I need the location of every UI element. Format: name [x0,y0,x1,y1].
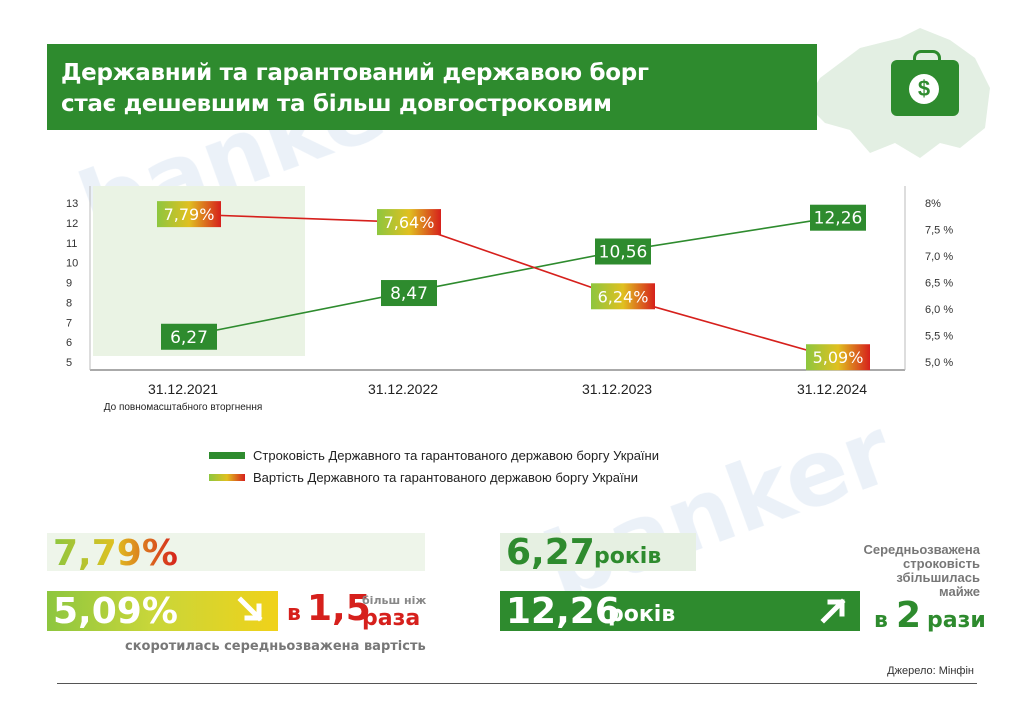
legend-item-cost: Вартість Державного та гарантованого дер… [209,468,638,486]
y-right-tick-label: 6,0 % [925,304,953,316]
legend-label-term: Строковість Державного та гарантованого … [253,447,659,463]
term-note-line-2: строковість [903,556,980,571]
term-after-value: 12,26 [506,591,620,632]
y-left-tick-label: 5 [66,357,72,369]
data-label-term: 12,26 [814,209,863,229]
term-before-value: 6,27 [506,532,595,573]
cost-before-bg [47,533,425,571]
title-line-1: Державний та гарантований державою борг [61,60,649,86]
arrow-down-right-icon [234,593,270,629]
y-left-tick-label: 9 [66,278,72,290]
legend-item-term: Строковість Державного та гарантованого … [209,446,659,464]
data-label-cost: 6,24% [598,287,649,306]
data-label-bg-cost [157,201,221,228]
data-label-bg-term [381,280,437,307]
x-tick-label: 31.12.2022 [368,381,438,397]
data-label-bg-cost [377,209,441,236]
y-right-tick-label: 8% [925,198,941,210]
arrow-up-right-icon [815,593,851,629]
y-right-tick-label: 5,0 % [925,357,953,369]
data-label-cost: 7,79% [164,205,215,224]
y-right-tick-label: 5,5 % [925,331,953,343]
y-left-tick-label: 7 [66,317,72,329]
y-right-tick-label: 6,5 % [925,278,953,290]
legend-swatch-cost [209,473,245,481]
data-label-bg-term [595,238,651,265]
x-tick-label: 31.12.2023 [582,381,652,397]
term-after-unit: років [608,602,676,627]
line-chart: 5 6 7 8 9 10 11 12 13 5,0 % 5,5 % 6,0 % 6,5 % 7,0 % 7,… [66,186,953,413]
data-label-cost: 7,64% [384,213,435,232]
bag-handle [913,50,941,65]
data-label-bg-term [161,323,217,350]
x-tick-label: 31.12.2024 [797,381,867,397]
cost-factor-word: раза [362,606,421,631]
term-note-line-1: Середньозважена [863,542,980,557]
cost-caption: скоротилась середньозважена вартість [125,639,426,654]
title-bar: Державний та гарантований державою борг … [47,44,817,130]
series-line-cost [182,213,833,358]
x-tick-label: 31.12.2021 [148,381,218,397]
cost-factor-value: 1,5 [307,588,371,629]
y-left-tick-label: 8 [66,297,72,309]
y-left-tick-label: 11 [66,238,77,250]
money-bag-icon: $ [891,50,959,116]
y-left-tick-label: 13 [66,198,78,210]
y-right-tick-label: 7,0 % [925,251,953,263]
title-line-2: стає дешевшим та більш довгостроковим [61,91,612,117]
data-label-bg-term [810,204,866,231]
cost-before-value: 7,79% [53,533,178,574]
cost-factor-note: більш ніж [362,594,427,607]
term-factor-value: 2 [896,595,922,636]
legend-swatch-term [209,451,245,459]
cost-after-value: 5,09% [53,591,178,632]
bottom-divider [57,683,977,684]
term-note: Середньозважена строковість збільшилась … [800,543,980,599]
term-factor-word: рази [927,608,986,633]
term-factor-prefix: в [874,608,888,633]
bag-coin: $ [909,74,939,104]
term-note-line-3: збільшилась [896,570,980,585]
data-label-term: 6,27 [170,328,208,348]
series-line-term [182,216,833,338]
source-note: Джерело: Мінфін [887,665,974,677]
data-label-cost: 5,09% [813,348,864,367]
term-after-bar [500,591,860,631]
cost-after-bar [47,591,278,631]
y-right-tick-label: 7,5 % [925,225,953,237]
data-label-term: 8,47 [390,284,428,304]
data-label-bg-cost [591,283,655,310]
y-left-tick-label: 12 [66,218,78,230]
term-before-unit: років [594,544,662,569]
legend-label-cost: Вартість Державного та гарантованого дер… [253,469,638,485]
y-left-tick-label: 6 [66,337,72,349]
data-label-bg-cost [806,344,870,371]
term-before-bg [500,533,696,571]
data-label-term: 10,56 [599,242,648,262]
y-left-tick-label: 10 [66,258,78,270]
cost-factor-prefix: в [287,601,301,626]
term-note-line-4: майже [939,584,980,599]
x-tick-note: До повномасштабного вторгнення [104,401,263,413]
